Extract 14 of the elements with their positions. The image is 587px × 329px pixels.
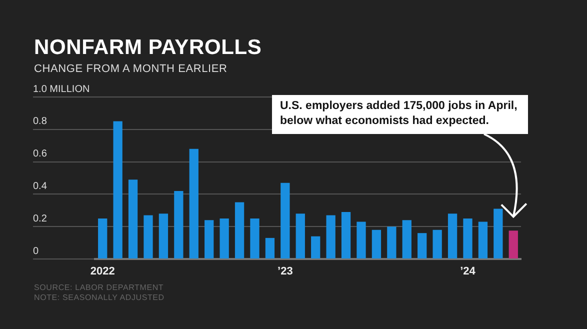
chart-subtitle: CHANGE FROM A MONTH EARLIER bbox=[34, 63, 228, 75]
text: NOTE: SEASONALLY ADJUSTED bbox=[34, 293, 164, 303]
y-tick-label: 0.2 bbox=[33, 213, 48, 224]
chart-title: NONFARM PAYROLLS bbox=[34, 36, 262, 60]
x-tick-label: ’23 bbox=[278, 266, 293, 278]
x-tick-label: 2022 bbox=[90, 266, 115, 278]
x-tick-label: ’24 bbox=[460, 266, 476, 278]
y-tick-label: 1.0 MILLION bbox=[33, 84, 90, 95]
annotation: U.S. employers added 175,000 jobs in April, below what economists had expected. bbox=[272, 95, 528, 134]
y-tick-label: 0 bbox=[33, 246, 39, 257]
y-tick-label: 0.4 bbox=[33, 180, 48, 192]
y-tick-label: 0.8 bbox=[33, 116, 48, 128]
y-tick-label: 0.6 bbox=[33, 148, 48, 160]
source-note: SOURCE: LABOR DEPARTMENT bbox=[34, 283, 164, 293]
